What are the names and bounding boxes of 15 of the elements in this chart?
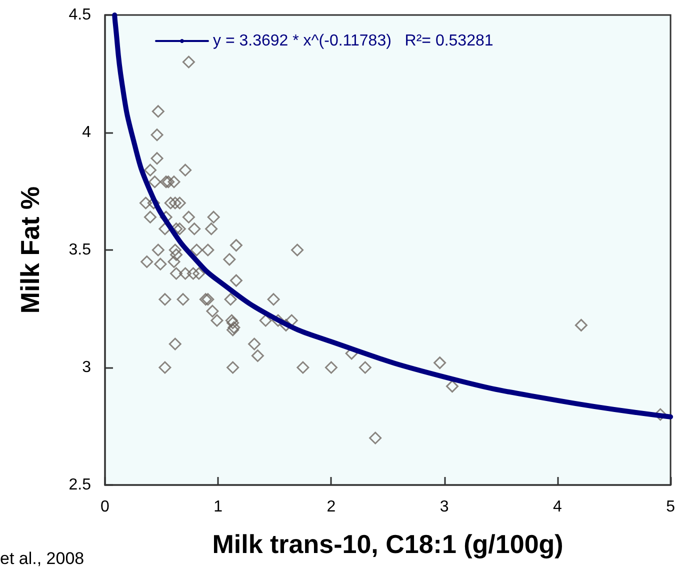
x-tick-label: 2 bbox=[326, 498, 336, 516]
y-tick-label: 4 bbox=[82, 124, 92, 141]
legend-label: y = 3.3692 * x^(-0.11783) R²= 0.53281 bbox=[213, 32, 494, 50]
x-tick-label: 1 bbox=[214, 498, 223, 516]
y-axis-title: Milk Fat % bbox=[15, 186, 45, 314]
y-tick-label: 4.5 bbox=[68, 6, 92, 24]
text: et al., 2008 bbox=[0, 549, 84, 568]
x-tick-label: 0 bbox=[100, 498, 110, 516]
x-axis-title: Milk trans-10, C18:1 (g/100g) bbox=[212, 529, 564, 559]
x-tick-label: 3 bbox=[440, 498, 449, 516]
x-tick-label: 5 bbox=[666, 498, 676, 516]
y-tick-label: 3 bbox=[82, 359, 92, 376]
y-tick-label: 2.5 bbox=[68, 476, 92, 494]
y-tick-label: 3.5 bbox=[68, 242, 92, 258]
x-tick-label: 4 bbox=[552, 498, 562, 516]
